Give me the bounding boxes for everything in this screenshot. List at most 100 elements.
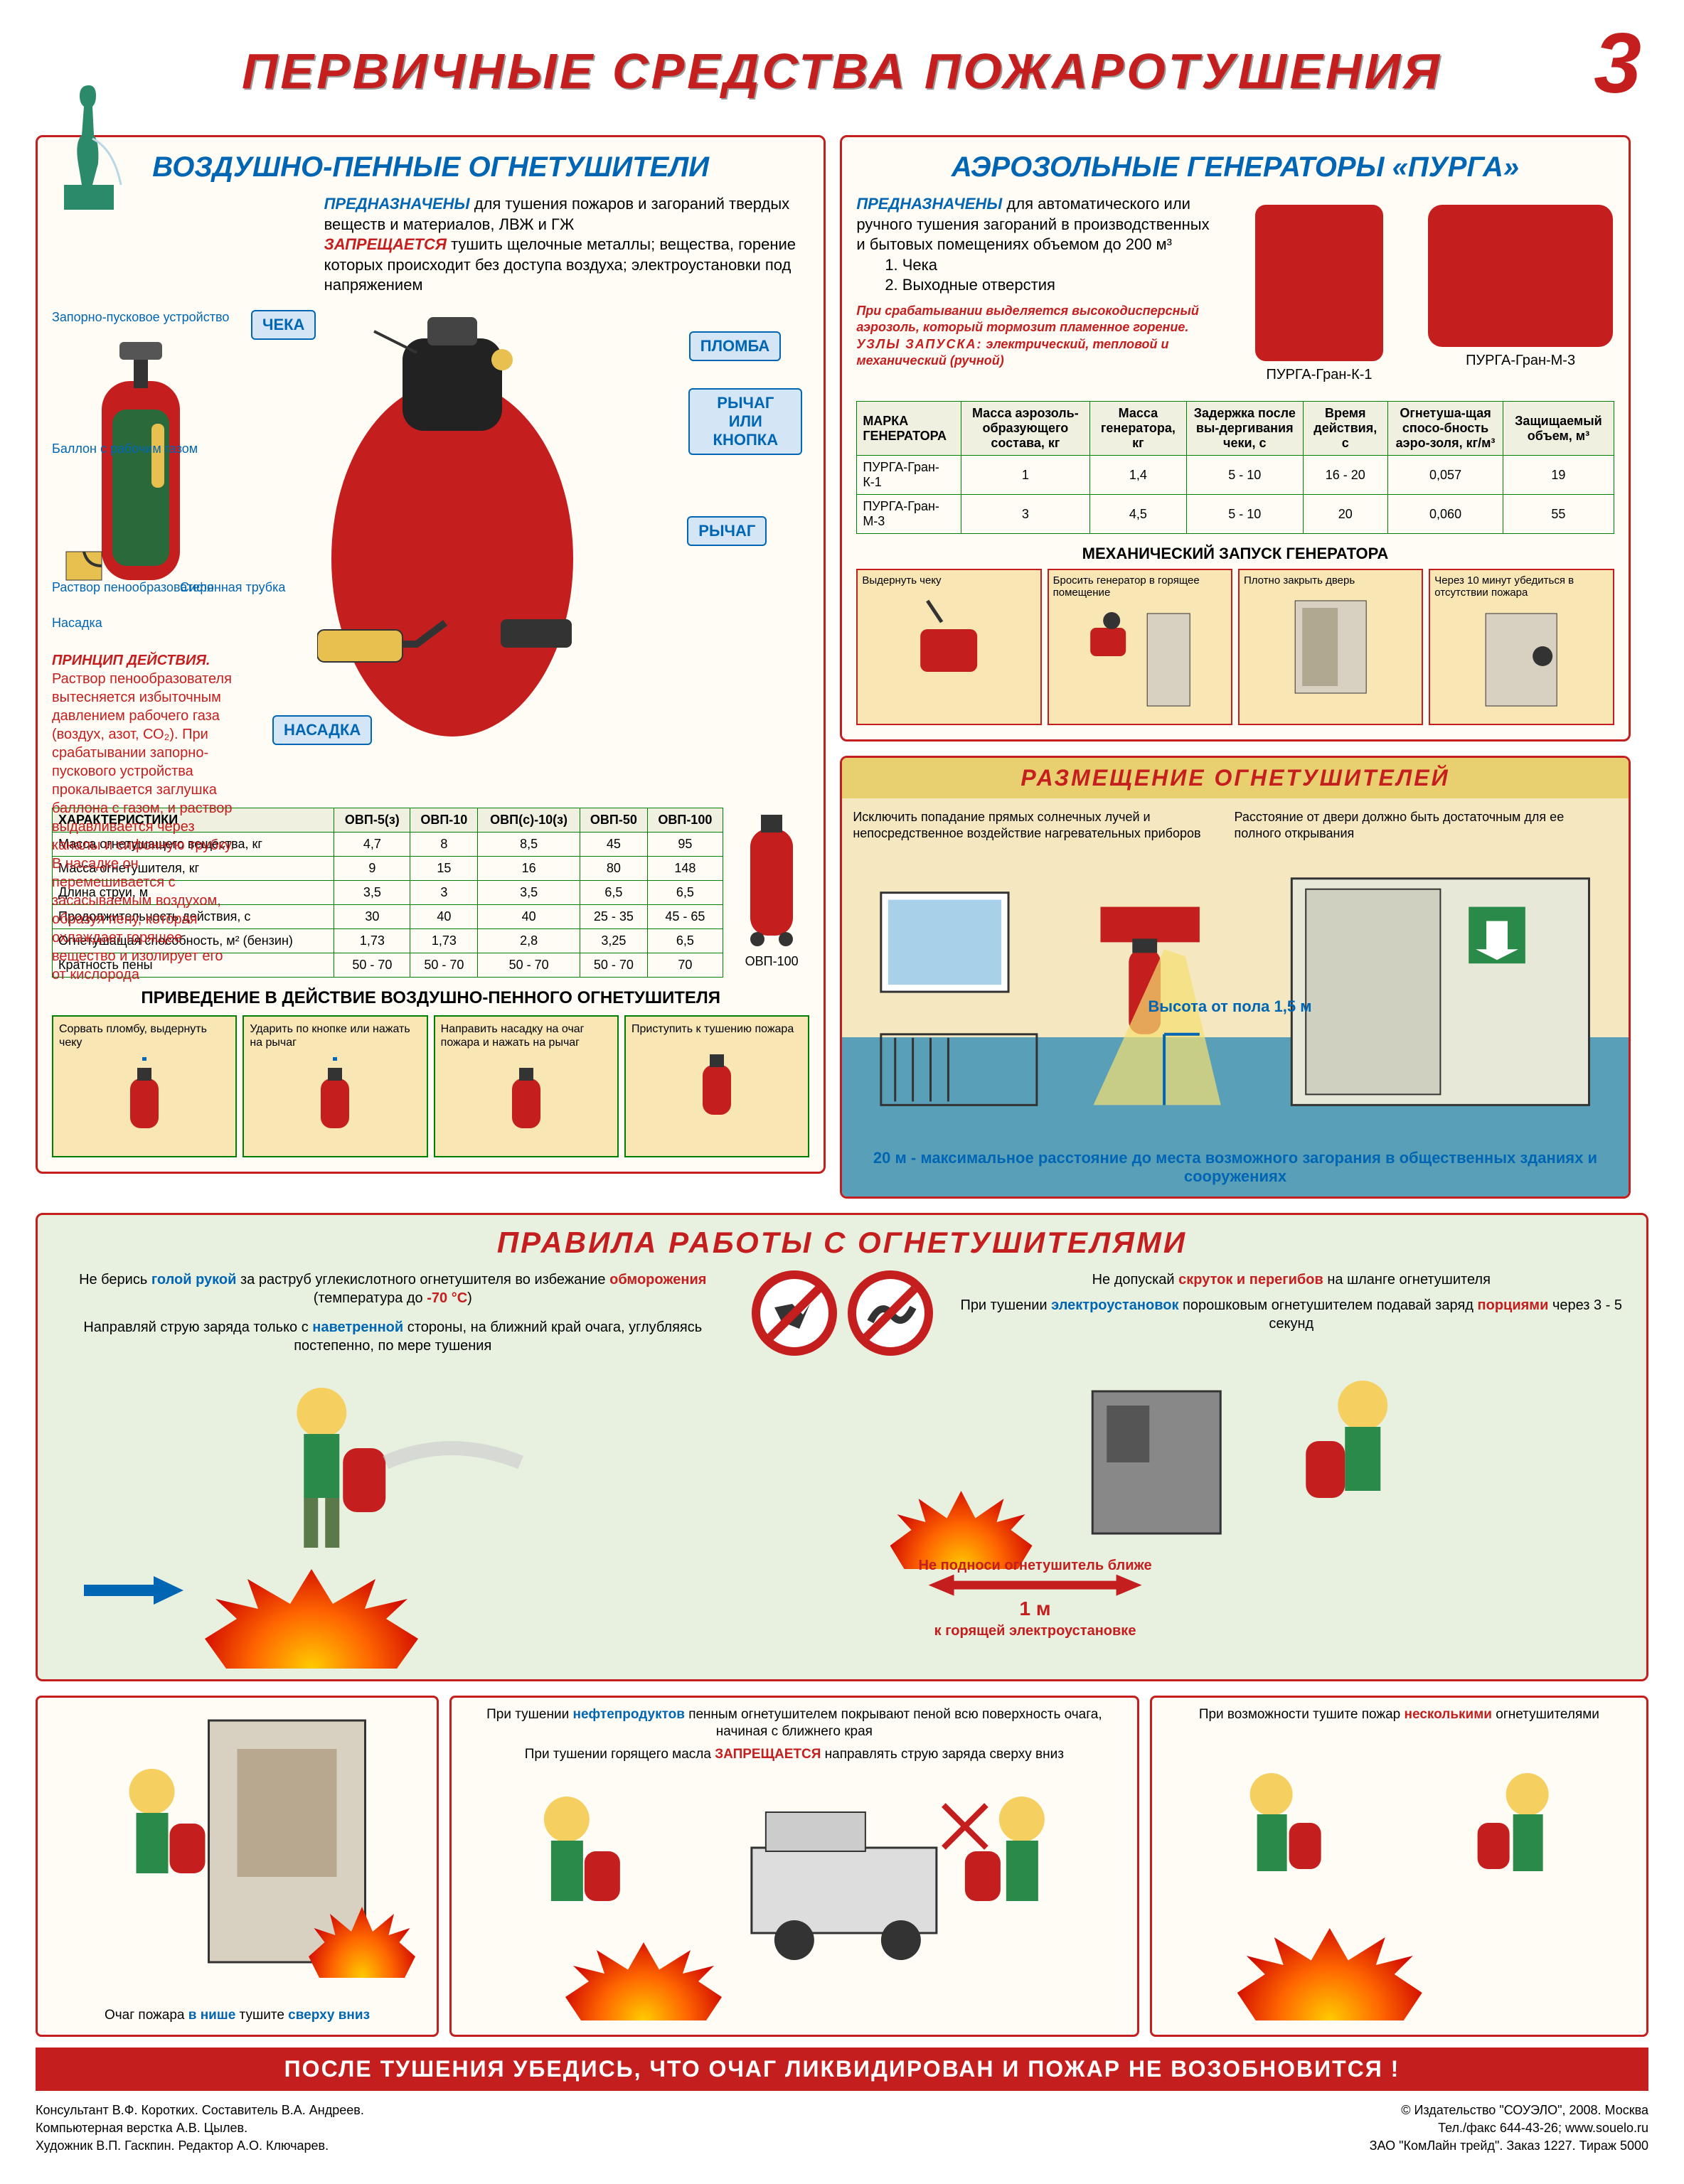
callout-rychag-knopka: РЫЧАГ ИЛИ КНОПКА — [688, 388, 802, 455]
arrow-red-icon — [929, 1575, 1142, 1596]
principle-label: ПРИНЦИП ДЕЙСТВИЯ. — [52, 653, 210, 668]
rules-left: Не берись голой рукой за раструб углекис… — [48, 1270, 837, 1669]
bottom-worker-row: Очаг пожара в нише тушите сверху вниз Пр… — [36, 1696, 1648, 2037]
foam-step-4: Приступить к тушению пожара — [624, 1015, 809, 1157]
left-column: ВОЗДУШНО-ПЕННЫЕ ОГНЕТУШИТЕЛИ ПРЕДНАЗНАЧЕ… — [36, 135, 826, 1213]
placement-distance: 20 м - максимальное расстояние до места … — [853, 1149, 1617, 1186]
foam-forbidden: ЗАПРЕЩАЕТСЯ тушить щелочные металлы; вещ… — [324, 235, 810, 296]
purga-m3-label: ПУРГА-Гран-М-3 — [1427, 353, 1614, 369]
mech-step-2: Бросить генератор в горящее помещение — [1048, 569, 1232, 725]
small-label-5: Насадка — [52, 616, 102, 631]
purga-purpose: ПРЕДНАЗНАЧЕНЫ для автоматического или ру… — [856, 194, 1215, 255]
purga-action: При срабатывании выделяется высокодиспер… — [856, 303, 1215, 336]
rules-warn-2: Не допускай скруток и перегибов на шланг… — [947, 1270, 1636, 1289]
purga-launch: УЗЛЫ ЗАПУСКА: электрический, тепловой и … — [856, 336, 1215, 370]
foam-steps-title: ПРИВЕДЕНИЕ В ДЕЙСТВИЕ ВОЗДУШНО-ПЕННОГО О… — [52, 988, 809, 1008]
foam-section: ВОЗДУШНО-ПЕННЫЕ ОГНЕТУШИТЕЛИ ПРЕДНАЗНАЧЕ… — [36, 135, 826, 1174]
rules-section: ПРАВИЛА РАБОТЫ С ОГНЕТУШИТЕЛЯМИ Не берис… — [36, 1213, 1648, 1681]
foam-intro: ПРЕДНАЗНАЧЕНЫ для тушения пожаров и заго… — [52, 194, 809, 296]
mech-step-3: Плотно закрыть дверь — [1238, 569, 1423, 725]
purga-launch-label: УЗЛЫ ЗАПУСКА: — [856, 337, 982, 351]
arrow-blue-icon — [84, 1576, 183, 1605]
bottom-cell-2: При тушении нефтепродуктов пенным огнету… — [449, 1696, 1139, 2037]
placement-scene: Исключить попадание прямых солнечных луч… — [842, 798, 1628, 1197]
credits-right: © Издательство "СОУЭЛО", 2008. Москва Те… — [1370, 2102, 1648, 2156]
principle-block: ПРИНЦИП ДЕЙСТВИЯ. Раствор пенообразовате… — [52, 651, 237, 984]
poster-root: 3 ПЕРВИЧНЫЕ СРЕДСТВА ПОЖАРОТУШЕНИЯ ВОЗДУ… — [0, 0, 1684, 2184]
rules-dir-1: Направляй струю заряда только с наветрен… — [48, 1318, 737, 1355]
forbidden-label: ЗАПРЕЩАЕТСЯ — [324, 235, 447, 253]
dist-pre: Не подноси огнетушитель ближе — [919, 1556, 1152, 1575]
purga-k1: ПУРГА-Гран-К-1 — [1225, 205, 1412, 383]
bottom-text-2b: При тушении горящего масла ЗАПРЕЩАЕТСЯ н… — [460, 1746, 1129, 1763]
rules-right: Не допускай скруток и перегибов на шланг… — [848, 1270, 1636, 1669]
mech-steps-row: Выдернуть чекуБросить генератор в горяще… — [856, 569, 1614, 725]
bottom-text-2a: При тушении нефтепродуктов пенным огнету… — [460, 1706, 1129, 1740]
dist-val: 1 м — [919, 1596, 1152, 1622]
purga-m3: ПУРГА-Гран-М-3 — [1427, 205, 1614, 383]
purga-devices: ПУРГА-Гран-К-1 ПУРГА-Гран-М-3 — [1225, 205, 1614, 383]
cutaway-icon — [52, 324, 215, 609]
purga-k1-label: ПУРГА-Гран-К-1 — [1225, 367, 1412, 383]
ovp100-icon — [736, 808, 807, 950]
credits: Консультант В.Ф. Коротких. Составитель В… — [36, 2102, 1648, 2156]
foam-purpose: ПРЕДНАЗНАЧЕНЫ для тушения пожаров и заго… — [324, 194, 810, 235]
mech-step-1: Выдернуть чеку — [856, 569, 1041, 725]
purga-part-2: 2. Выходные отверстия — [885, 275, 1215, 296]
purga-part-1: 1. Чека — [885, 255, 1215, 276]
placement-text-1: Исключить попадание прямых солнечных луч… — [853, 809, 1220, 842]
foam-step-3: Направить насадку на очаг пожара и нажат… — [434, 1015, 619, 1157]
mech-title: МЕХАНИЧЕСКИЙ ЗАПУСК ГЕНЕРАТОРА — [856, 545, 1614, 563]
callout-cheka: ЧЕКА — [251, 310, 316, 340]
callout-plomba: ПЛОМБА — [689, 331, 782, 361]
bottom-cell-1: Очаг пожара в нише тушите сверху вниз — [36, 1696, 439, 2037]
statue-icon — [43, 71, 135, 213]
wind-arrow — [84, 1576, 183, 1605]
principle-text: Раствор пенообразователя вытесняется изб… — [52, 671, 234, 983]
purga-top: ПРЕДНАЗНАЧЕНЫ для автоматического или ру… — [856, 194, 1614, 394]
distance-marker: Не подноси огнетушитель ближе 1 м к горя… — [919, 1556, 1152, 1640]
purga-purpose-label: ПРЕДНАЗНАЧЕНЫ — [856, 195, 1002, 213]
ovp100-label: ОВП-100 — [734, 953, 809, 970]
prohibit-icon-2 — [848, 1270, 933, 1356]
callout-rychag: РЫЧАГ — [687, 516, 767, 546]
placement-text-2: Расстояние от двери должно быть достаточ… — [1234, 809, 1601, 842]
content-grid: ВОЗДУШНО-ПЕННЫЕ ОГНЕТУШИТЕЛИ ПРЕДНАЗНАЧЕ… — [36, 135, 1648, 1213]
oil-scene-icon — [460, 1762, 1129, 1990]
multi-scene-icon — [1161, 1723, 1638, 1993]
foam-steps-row: Сорвать пломбу, выдернуть чекуУдарить по… — [52, 1015, 809, 1157]
foam-title: ВОЗДУШНО-ПЕННЫЕ ОГНЕТУШИТЕЛИ — [52, 151, 809, 183]
ovp100-figure: ОВП-100 — [734, 808, 809, 970]
purga-k1-icon — [1255, 205, 1383, 361]
placement-title: РАЗМЕЩЕНИЕ ОГНЕТУШИТЕЛЕЙ — [842, 758, 1628, 798]
mech-step-4: Через 10 минут убедиться в отсутствии по… — [1429, 569, 1614, 725]
callout-nasadka: НАСАДКА — [272, 715, 372, 745]
credits-left: Консультант В.Ф. Коротких. Составитель В… — [36, 2102, 364, 2156]
main-title: ПЕРВИЧНЫЕ СРЕДСТВА ПОЖАРОТУШЕНИЯ — [36, 43, 1648, 100]
extinguisher-main-icon — [317, 310, 587, 751]
placement-section: РАЗМЕЩЕНИЕ ОГНЕТУШИТЕЛЕЙ Исключить попад… — [840, 756, 1630, 1199]
bottom-text-3: При возможности тушите пожар несколькими… — [1161, 1706, 1638, 1723]
page-number: 3 — [1594, 14, 1641, 112]
small-label-1: Запорно-пусковое устройство — [52, 310, 229, 325]
footer-bar: ПОСЛЕ ТУШЕНИЯ УБЕДИСЬ, ЧТО ОЧАГ ЛИКВИДИР… — [36, 2048, 1648, 2091]
small-label-2: Баллон с рабочим газом — [52, 441, 198, 456]
foam-step-2: Ударить по кнопке или нажать на рычаг — [243, 1015, 427, 1157]
purga-section: АЭРОЗОЛЬНЫЕ ГЕНЕРАТОРЫ «ПУРГА» ПРЕДНАЗНА… — [840, 135, 1630, 742]
bottom-text-1: Очаг пожара в нише тушите сверху вниз — [48, 2007, 426, 2024]
extinguisher-diagram: Запорно-пусковое устройство Баллон с раб… — [52, 310, 809, 793]
foam-step-1: Сорвать пломбу, выдернуть чеку — [52, 1015, 237, 1157]
dist-post: к горящей электроустановке — [919, 1622, 1152, 1640]
purpose-label: ПРЕДНАЗНАЧЕНЫ — [324, 195, 470, 213]
purga-title: АЭРОЗОЛЬНЫЕ ГЕНЕРАТОРЫ «ПУРГА» — [856, 151, 1614, 183]
prohibit-icon-1 — [752, 1270, 837, 1356]
rules-title: ПРАВИЛА РАБОТЫ С ОГНЕТУШИТЕЛЯМИ — [48, 1226, 1636, 1260]
purga-spec-table: МАРКА ГЕНЕРАТОРАМасса аэрозоль-образующе… — [856, 401, 1614, 534]
bottom-cell-3: При возможности тушите пожар несколькими… — [1150, 1696, 1648, 2037]
rules-grid: Не берись голой рукой за раструб углекис… — [48, 1270, 1636, 1669]
purga-m3-icon — [1428, 205, 1613, 347]
rules-dir-2: При тушении электроустановок порошковым … — [947, 1296, 1636, 1333]
placement-height: Высота от пола 1,5 м — [1148, 997, 1311, 1016]
small-label-4: Сифонная трубка — [180, 580, 285, 595]
right-column: АЭРОЗОЛЬНЫЕ ГЕНЕРАТОРЫ «ПУРГА» ПРЕДНАЗНА… — [840, 135, 1630, 1213]
